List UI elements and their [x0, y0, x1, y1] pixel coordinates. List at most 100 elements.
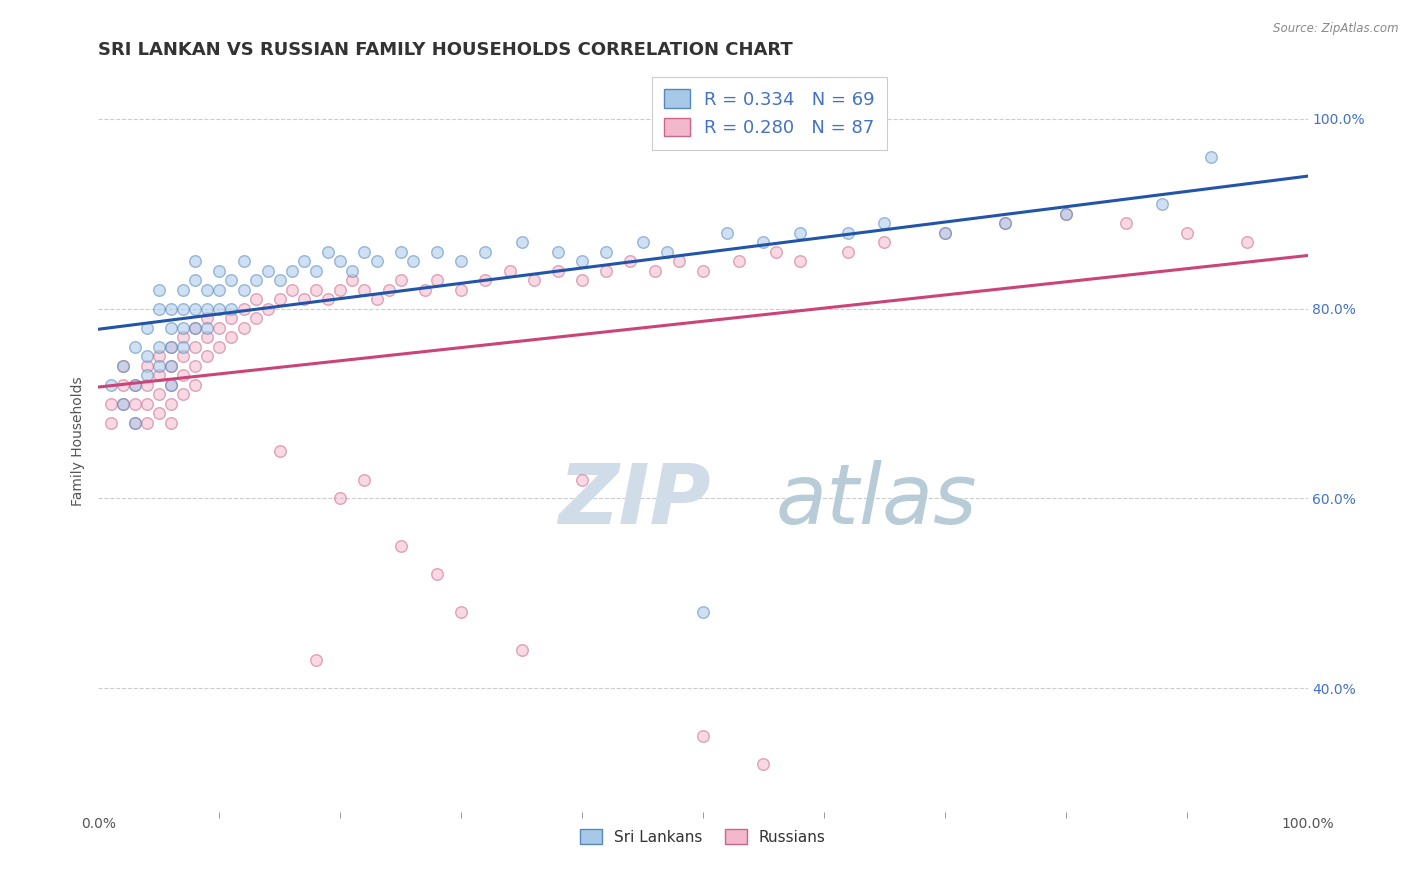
Point: [195, 301, 218, 316]
Point: [728, 254, 751, 268]
Point: [245, 311, 267, 326]
Point: [148, 368, 170, 383]
Point: [389, 273, 412, 287]
Point: [221, 311, 243, 326]
Legend: Sri Lankans, Russians: Sri Lankans, Russians: [572, 821, 834, 852]
Point: [208, 283, 231, 297]
Point: [510, 643, 533, 657]
Point: [316, 292, 339, 306]
Point: [329, 491, 352, 506]
Point: [353, 473, 375, 487]
Point: [752, 757, 775, 772]
Point: [184, 301, 207, 316]
Point: [450, 254, 472, 268]
Point: [100, 396, 122, 410]
Point: [160, 377, 183, 392]
Point: [1054, 207, 1077, 221]
Point: [135, 368, 157, 383]
Point: [100, 416, 122, 430]
Point: [571, 273, 593, 287]
Point: [232, 320, 254, 334]
Point: [450, 606, 472, 620]
Point: [172, 387, 194, 401]
Point: [124, 416, 146, 430]
Point: [135, 377, 157, 392]
Point: [172, 340, 194, 354]
Point: [208, 263, 231, 277]
Point: [135, 416, 157, 430]
Point: [1115, 216, 1137, 230]
Point: [1199, 150, 1222, 164]
Point: [148, 283, 170, 297]
Point: [413, 283, 436, 297]
Point: [450, 283, 472, 297]
Point: [184, 273, 207, 287]
Point: [269, 273, 291, 287]
Point: [148, 406, 170, 420]
Point: [402, 254, 425, 268]
Point: [292, 292, 315, 306]
Point: [245, 273, 267, 287]
Point: [595, 244, 617, 259]
Point: [474, 273, 496, 287]
Point: [595, 263, 617, 277]
Point: [269, 292, 291, 306]
Text: atlas: atlas: [776, 460, 977, 541]
Point: [765, 244, 787, 259]
Point: [160, 359, 183, 373]
Point: [184, 320, 207, 334]
Point: [1175, 226, 1198, 240]
Point: [184, 377, 207, 392]
Point: [655, 244, 678, 259]
Point: [342, 263, 364, 277]
Point: [692, 606, 714, 620]
Point: [994, 216, 1017, 230]
Point: [221, 330, 243, 344]
Point: [426, 244, 449, 259]
Point: [692, 729, 714, 743]
Point: [377, 283, 399, 297]
Point: [1152, 197, 1174, 211]
Point: [1054, 207, 1077, 221]
Point: [208, 320, 231, 334]
Point: [124, 377, 146, 392]
Point: [195, 349, 218, 363]
Point: [281, 263, 304, 277]
Point: [148, 349, 170, 363]
Point: [135, 359, 157, 373]
Point: [135, 349, 157, 363]
Point: [232, 301, 254, 316]
Point: [644, 263, 666, 277]
Point: [195, 283, 218, 297]
Point: [172, 320, 194, 334]
Point: [716, 226, 738, 240]
Point: [160, 340, 183, 354]
Point: [329, 254, 352, 268]
Point: [195, 311, 218, 326]
Point: [221, 301, 243, 316]
Point: [208, 301, 231, 316]
Point: [668, 254, 690, 268]
Point: [172, 330, 194, 344]
Point: [148, 387, 170, 401]
Point: [232, 283, 254, 297]
Point: [994, 216, 1017, 230]
Point: [111, 359, 134, 373]
Point: [124, 377, 146, 392]
Point: [366, 292, 388, 306]
Point: [256, 301, 278, 316]
Point: [389, 244, 412, 259]
Point: [292, 254, 315, 268]
Point: [135, 320, 157, 334]
Point: [124, 396, 146, 410]
Point: [232, 254, 254, 268]
Point: [172, 283, 194, 297]
Point: [195, 320, 218, 334]
Point: [160, 340, 183, 354]
Point: [619, 254, 641, 268]
Point: [281, 283, 304, 297]
Point: [195, 330, 218, 344]
Point: [100, 377, 122, 392]
Point: [184, 320, 207, 334]
Text: SRI LANKAN VS RUSSIAN FAMILY HOUSEHOLDS CORRELATION CHART: SRI LANKAN VS RUSSIAN FAMILY HOUSEHOLDS …: [98, 41, 793, 59]
